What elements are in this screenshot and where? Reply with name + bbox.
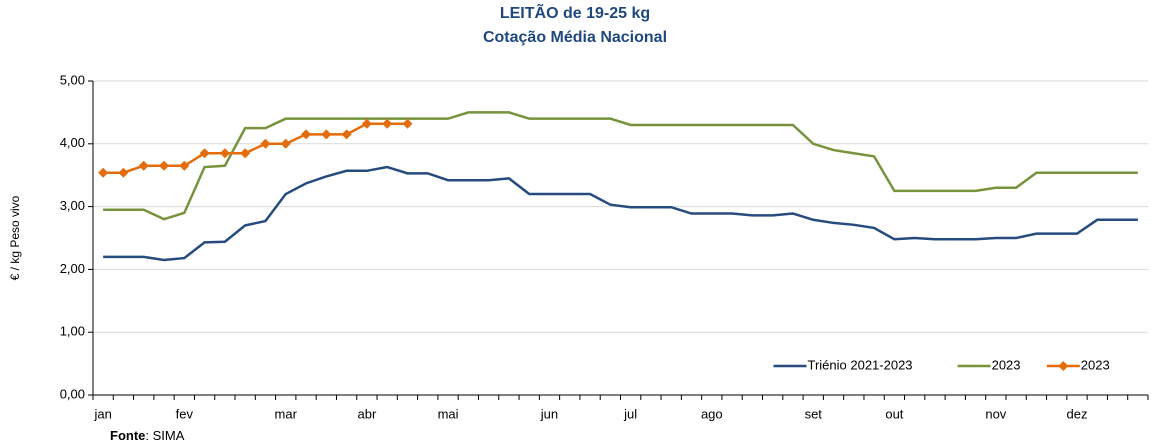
point-marker: [118, 167, 129, 178]
y-tick-label: 0,00: [60, 386, 85, 401]
point-marker: [98, 167, 109, 178]
y-tick-label: 4,00: [60, 135, 85, 150]
x-tick-label: mar: [275, 406, 298, 421]
point-marker: [260, 138, 271, 149]
x-tick-label: jul: [623, 406, 637, 421]
point-marker: [321, 129, 332, 140]
x-tick-label: nov: [985, 406, 1006, 421]
y-tick-label: 5,00: [60, 72, 85, 87]
point-marker: [280, 138, 291, 149]
legend-marker: [1058, 361, 1069, 371]
y-tick-label: 3,00: [60, 198, 85, 213]
source: Fonte: SIMA: [110, 428, 185, 443]
point-marker: [159, 160, 170, 171]
point-marker: [138, 160, 149, 171]
point-marker: [361, 118, 372, 129]
x-tick-label: dez: [1067, 406, 1088, 421]
y-tick-label: 1,00: [60, 324, 85, 339]
point-marker: [341, 129, 352, 140]
legend-label: 2023: [992, 357, 1021, 372]
legend-label: 2023: [1081, 357, 1110, 372]
x-tick-label: jun: [540, 406, 558, 421]
series-line: [103, 122, 408, 174]
x-tick-label: set: [805, 406, 823, 421]
legend-label: Triénio 2021-2023: [808, 357, 913, 372]
x-tick-label: out: [885, 406, 903, 421]
chart-subtitle: Cotação Média Nacional: [483, 29, 667, 46]
y-axis-label: € / kg Peso vivo: [8, 195, 22, 280]
x-tick-label: mai: [438, 406, 459, 421]
x-tick-label: fev: [176, 406, 194, 421]
x-tick-label: abr: [357, 406, 376, 421]
source-text: : SIMA: [145, 428, 184, 443]
y-tick-label: 2,00: [60, 261, 85, 276]
point-marker: [179, 160, 190, 171]
point-marker: [382, 118, 393, 129]
point-marker: [219, 148, 230, 159]
point-marker: [199, 148, 210, 159]
source-label: Fonte: [110, 428, 145, 443]
point-marker: [240, 148, 251, 159]
series-line: [103, 165, 1138, 262]
chart-title: LEITÃO de 19-25 kg: [500, 2, 650, 22]
x-tick-label: jan: [93, 406, 111, 421]
x-tick-label: ago: [701, 406, 723, 421]
point-marker: [301, 129, 312, 140]
series-line: [103, 111, 1138, 221]
point-marker: [402, 118, 413, 129]
